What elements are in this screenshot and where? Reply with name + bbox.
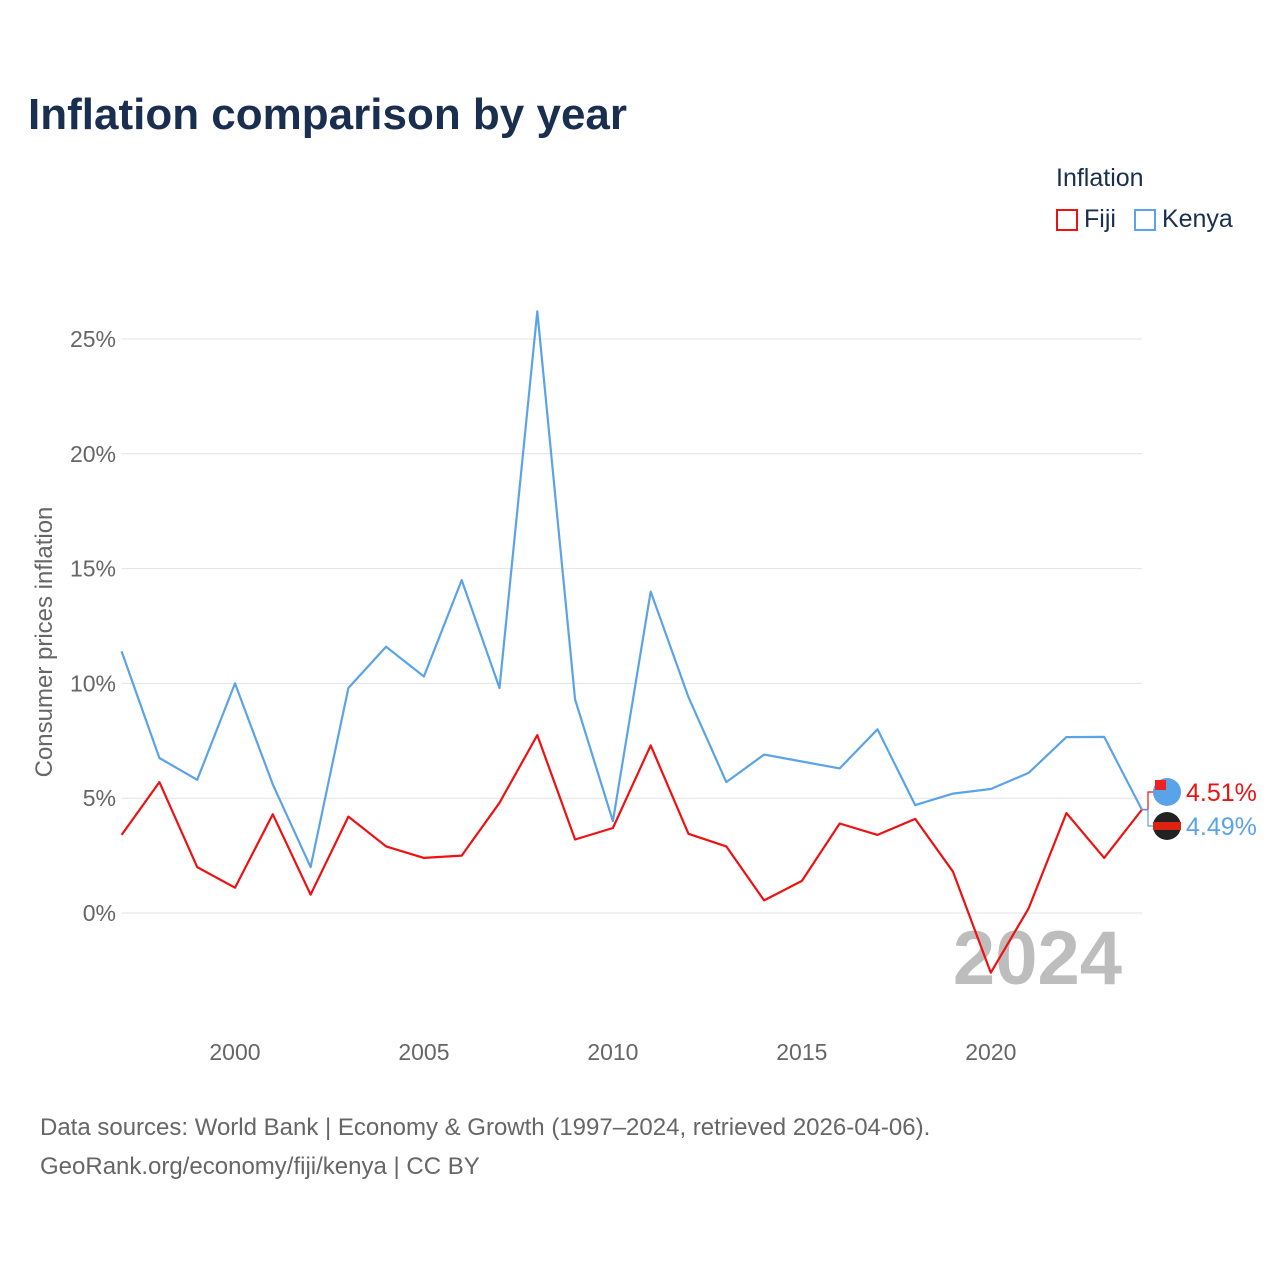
legend-title: Inflation bbox=[1056, 164, 1144, 192]
flag-canton bbox=[1155, 780, 1166, 790]
y-axis-label: Consumer prices inflation bbox=[31, 507, 58, 778]
x-tick-label: 2005 bbox=[398, 1039, 449, 1065]
legend-item-fiji[interactable]: Fiji bbox=[1056, 205, 1116, 234]
legend-item-kenya[interactable]: Kenya bbox=[1133, 205, 1233, 234]
legend-swatch-fiji bbox=[1056, 208, 1078, 231]
end-connector bbox=[1142, 791, 1154, 811]
legend: Fiji Kenya bbox=[1056, 205, 1233, 234]
legend-label-fiji: Fiji bbox=[1084, 205, 1116, 233]
flag-stripe bbox=[1153, 822, 1181, 830]
y-tick-label: 10% bbox=[70, 670, 116, 696]
legend-swatch-kenya bbox=[1133, 208, 1156, 231]
end-label-kenya: 4.49% bbox=[1186, 813, 1257, 841]
source-line-2[interactable]: GeoRank.org/economy/fiji/kenya | CC BY bbox=[40, 1153, 480, 1180]
source-note: Data sources: World Bank | Economy & Gro… bbox=[40, 1108, 930, 1186]
x-tick-label: 2010 bbox=[587, 1039, 638, 1065]
end-label-fiji: 4.51% bbox=[1186, 779, 1257, 807]
y-tick-label: 15% bbox=[70, 556, 116, 582]
chart-title: Inflation comparison by year bbox=[28, 90, 628, 139]
year-watermark: 2024 bbox=[953, 916, 1122, 1001]
y-tick-label: 25% bbox=[70, 326, 116, 352]
x-tick-label: 2020 bbox=[965, 1039, 1016, 1065]
y-tick-label: 5% bbox=[83, 785, 116, 811]
x-tick-label: 2015 bbox=[776, 1039, 827, 1065]
legend-label-kenya: Kenya bbox=[1161, 205, 1233, 233]
source-line-1: Data sources: World Bank | Economy & Gro… bbox=[40, 1114, 931, 1141]
series-line-kenya bbox=[120, 310, 1143, 869]
y-tick-label: 20% bbox=[70, 441, 116, 467]
end-connector bbox=[1142, 809, 1154, 827]
series-line-fiji bbox=[120, 733, 1143, 974]
x-tick-label: 2000 bbox=[209, 1039, 260, 1065]
y-tick-label: 0% bbox=[83, 900, 116, 926]
